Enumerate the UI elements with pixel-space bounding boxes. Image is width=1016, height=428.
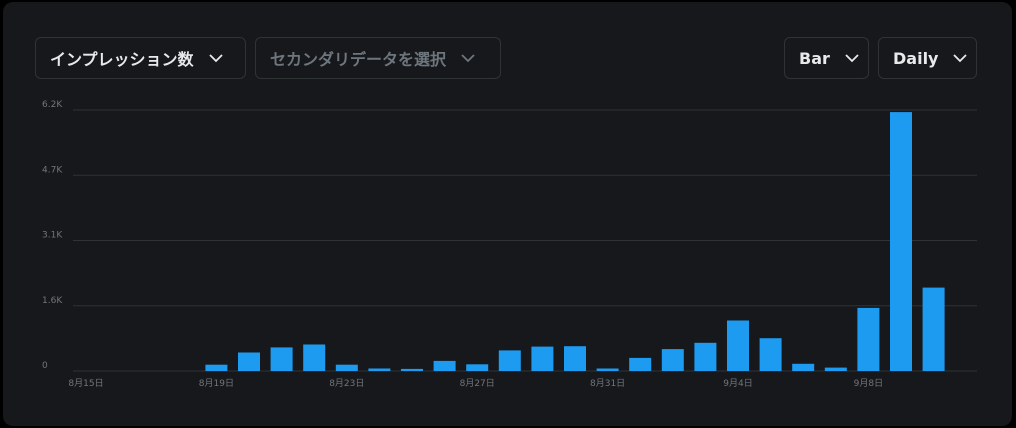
chart-type-label: Bar [799, 48, 830, 68]
bar-8-27[interactable] [466, 364, 489, 371]
y-axis-ticks: 0 1.6K 3.1K 4.7K 6.2K [42, 100, 63, 371]
bar-8-28[interactable] [498, 350, 521, 371]
y-tick-label: 3.1K [42, 231, 63, 241]
bar-9-9[interactable] [890, 112, 912, 371]
bar-8-30[interactable] [564, 346, 586, 371]
x-tick-label: 9月4日 [723, 378, 752, 389]
x-tick-label: 9月8日 [854, 378, 883, 389]
bar-8-21[interactable] [270, 347, 293, 371]
x-tick-label: 8月15日 [68, 378, 103, 389]
bar-8-31[interactable] [596, 368, 619, 372]
x-axis-ticks: 8月15日 8月19日 8月23日 8月27日 8月31日 9月4日 9月8日 [68, 378, 883, 389]
bar-9-5[interactable] [759, 338, 782, 371]
interval-dropdown[interactable]: Daily [878, 37, 977, 79]
bar-9-1[interactable] [629, 357, 652, 371]
x-tick-label: 8月19日 [199, 378, 234, 389]
metric-dropdown-label: インプレッション数 [50, 50, 194, 69]
bar-9-4[interactable] [727, 320, 749, 372]
bar-8-19[interactable] [205, 364, 228, 371]
bar-8-22[interactable] [303, 344, 326, 372]
bar-9-3[interactable] [694, 342, 717, 371]
x-tick-label: 8月31日 [590, 378, 625, 389]
y-tick-label: 1.6K [42, 296, 63, 306]
y-tick-label: 4.7K [42, 165, 63, 175]
y-tick-label: 0 [42, 361, 48, 371]
secondary-data-dropdown[interactable]: セカンダリデータを選択 [255, 37, 501, 79]
metric-dropdown[interactable]: インプレッション数 [35, 37, 246, 79]
chevron-down-icon [208, 50, 224, 66]
bar-8-26[interactable] [433, 360, 456, 371]
bar-8-29[interactable] [531, 346, 554, 371]
bar-8-20[interactable] [238, 352, 260, 372]
bar-9-6[interactable] [792, 363, 815, 371]
chevron-down-icon [952, 50, 968, 66]
y-tick-label: 6.2K [42, 100, 63, 110]
chevron-down-icon [460, 50, 476, 66]
impressions-bar-chart: 01.6K3.1K4.7K6.2K 8月15日 8月19日 8月23日 8月27日 8月… [42, 100, 977, 389]
x-tick-label: 8月23日 [329, 378, 364, 389]
secondary-data-placeholder: セカンダリデータを選択 [270, 50, 447, 69]
bar-8-25[interactable] [401, 368, 423, 371]
bar-9-8[interactable] [857, 307, 880, 371]
interval-label: Daily [893, 48, 939, 68]
grid-lines [73, 109, 977, 372]
bar-9-10[interactable] [922, 287, 945, 371]
bar-9-2[interactable] [661, 349, 684, 371]
x-tick-label: 8月27日 [460, 378, 495, 389]
bar-8-23[interactable] [335, 364, 358, 371]
chevron-down-icon [844, 50, 860, 66]
bar-8-24[interactable] [368, 368, 391, 372]
chart-type-dropdown[interactable]: Bar [784, 37, 869, 79]
chart-panel: インプレッション数 セカンダリデータを選択 Bar Daily 0 1.6K 3.1… [3, 2, 1012, 426]
bar-9-7[interactable] [824, 367, 847, 371]
bars [205, 112, 945, 372]
